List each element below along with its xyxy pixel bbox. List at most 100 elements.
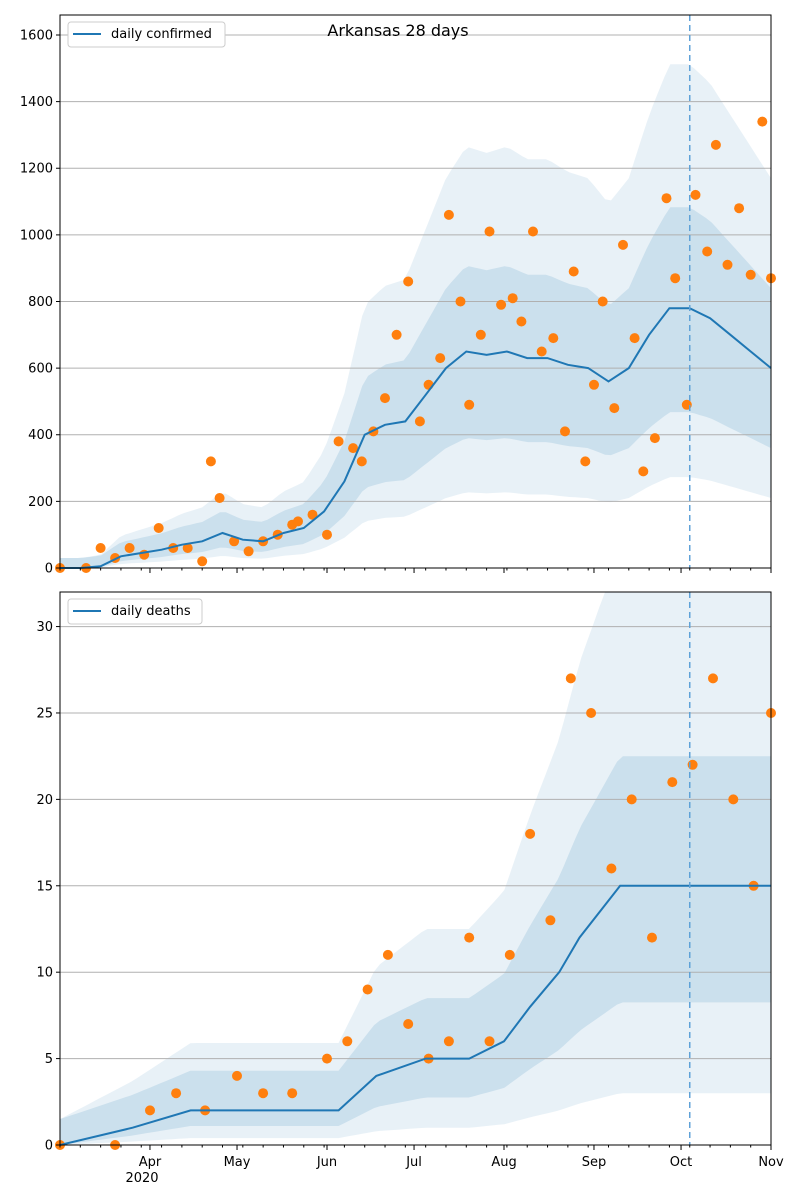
observed-point <box>586 708 597 718</box>
y-tick-label: 15 <box>36 879 53 894</box>
observed-point <box>757 116 768 127</box>
observed-point <box>536 346 547 357</box>
observed-point <box>690 189 701 200</box>
confirmed-y-axis: 0 200 400 600 800 1000 1200 1400 1600 <box>20 28 60 577</box>
y-tick-label: 800 <box>28 295 53 310</box>
y-tick-label: 600 <box>28 362 53 377</box>
observed-point <box>475 329 486 340</box>
observed-point <box>565 673 576 684</box>
y-tick-label: 1400 <box>20 95 53 110</box>
uncertainty-band-2 <box>60 207 771 568</box>
observed-point <box>580 456 591 467</box>
observed-point <box>589 379 599 390</box>
y-tick-label: 200 <box>28 495 53 510</box>
observed-point <box>609 403 620 414</box>
observed-point <box>568 266 579 277</box>
observed-point <box>293 516 303 527</box>
observed-point <box>484 226 495 237</box>
observed-point <box>95 543 106 553</box>
observed-point <box>504 949 515 960</box>
observed-point <box>205 456 216 467</box>
x-axis-year-label: 2020 <box>125 1171 158 1186</box>
y-tick-label: 0 <box>45 562 53 577</box>
observed-point <box>629 333 640 344</box>
observed-point <box>197 556 208 567</box>
observed-point <box>708 673 718 684</box>
confirmed-legend: daily confirmed <box>67 21 226 48</box>
observed-point <box>455 296 466 307</box>
observed-point <box>322 529 332 540</box>
observed-point <box>745 269 756 280</box>
observed-point <box>667 777 678 788</box>
y-tick-label: 0 <box>45 1139 53 1154</box>
observed-point <box>307 509 318 520</box>
observed-point <box>182 543 193 553</box>
y-tick-label: 1200 <box>20 162 53 177</box>
confirmed-panel: 0 200 400 600 800 1000 1200 1400 1600 Arkansas 2… <box>20 14 776 577</box>
observed-point <box>356 456 367 467</box>
observed-point <box>606 863 617 874</box>
deaths-panel: 0 5 10 15 20 25 30 Apr May Jun Jul Aug Sep Oct Nov da… <box>36 591 784 1186</box>
observed-point <box>403 276 414 287</box>
deaths-legend-box <box>67 598 203 625</box>
observed-point <box>124 543 135 553</box>
x-tick-label: Aug <box>491 1155 516 1170</box>
observed-point <box>548 333 559 344</box>
x-tick-label: Oct <box>670 1155 692 1170</box>
confirmed-legend-label: daily confirmed <box>111 27 212 42</box>
observed-point <box>362 984 373 995</box>
observed-point <box>232 1070 242 1081</box>
observed-point <box>649 433 660 444</box>
observed-point <box>414 416 425 427</box>
observed-point <box>380 393 390 404</box>
observed-point <box>403 1019 414 1029</box>
confirmed-median-line <box>60 307 772 569</box>
observed-point <box>597 296 608 307</box>
observed-point <box>618 239 628 250</box>
x-tick-label: Apr <box>139 1155 162 1170</box>
confirmed-x-axis <box>59 568 772 573</box>
observed-point <box>435 353 446 364</box>
observed-point <box>545 915 556 926</box>
observed-point <box>229 536 240 547</box>
observed-point <box>443 1036 454 1047</box>
observed-point <box>496 299 507 310</box>
observed-point <box>647 932 657 943</box>
y-tick-label: 400 <box>28 428 53 443</box>
deaths-x-axis: Apr May Jun Jul Aug Sep Oct Nov <box>59 1145 784 1170</box>
observed-point <box>525 828 536 839</box>
deaths-legend: daily deaths <box>67 598 203 625</box>
observed-point <box>626 794 637 805</box>
observed-point <box>287 1088 298 1099</box>
confirmed-uncertainty-bands <box>60 64 771 569</box>
observed-point <box>342 1036 353 1047</box>
observed-point <box>145 1105 155 1116</box>
observed-point <box>464 932 475 943</box>
observed-point <box>638 466 649 477</box>
y-tick-label: 1000 <box>20 228 53 243</box>
observed-point <box>670 273 681 284</box>
observed-point <box>702 246 713 257</box>
confirmed-legend-box <box>67 21 226 48</box>
deaths-median-line <box>59 884 771 1146</box>
uncertainty-band-1 <box>60 64 771 569</box>
y-tick-label: 1600 <box>20 28 53 43</box>
observed-point <box>507 293 518 304</box>
observed-point <box>560 426 570 437</box>
chart-title: Arkansas 28 days <box>327 21 468 40</box>
observed-point <box>322 1053 332 1064</box>
deaths-observed-points <box>55 673 776 1150</box>
observed-point <box>243 546 254 557</box>
observed-point <box>333 436 344 447</box>
y-tick-label: 10 <box>36 966 53 981</box>
observed-point <box>728 794 739 805</box>
x-tick-label: Nov <box>758 1155 784 1170</box>
observed-point <box>214 493 225 503</box>
observed-point <box>661 193 672 204</box>
deaths-legend-label: daily deaths <box>111 604 191 619</box>
observed-point <box>516 316 527 327</box>
observed-point <box>391 329 402 340</box>
x-tick-label: Sep <box>582 1155 607 1170</box>
deaths-uncertainty-bands <box>60 592 771 1145</box>
